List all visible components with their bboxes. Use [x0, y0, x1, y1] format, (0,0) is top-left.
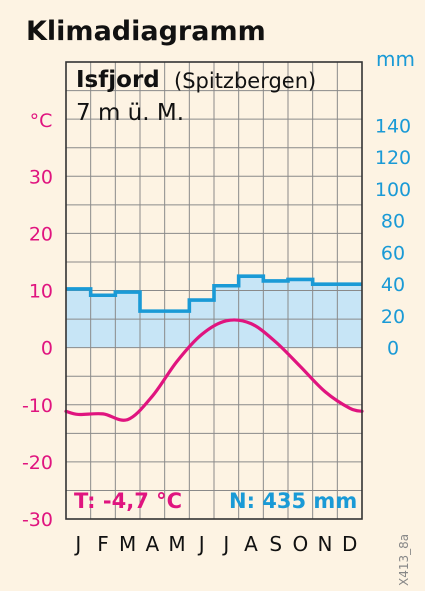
temperature-tick-label: -30: [22, 509, 53, 531]
precipitation-line: [66, 274, 362, 313]
month-tick-label: J: [221, 532, 229, 556]
precipitation-tick-label: 140: [375, 115, 411, 137]
temperature-tick-label: -10: [22, 395, 53, 417]
month-tick-label: S: [269, 532, 282, 556]
precipitation-tick-label: 20: [381, 306, 405, 328]
precipitation-tick-label: 120: [375, 147, 411, 169]
month-tick-label: J: [73, 532, 81, 556]
diagram-title: Klimadiagramm: [26, 16, 266, 47]
month-tick-label: M: [168, 532, 185, 556]
image-code: X413_8a: [397, 533, 411, 586]
month-tick-label: J: [197, 532, 205, 556]
precipitation-summary: N: 435 mm: [229, 489, 358, 513]
station-info-box: Isfjord (Spitzbergen) 7 m ü. M.: [66, 62, 328, 140]
station-region: (Spitzbergen): [174, 69, 317, 93]
month-tick-label: F: [97, 532, 109, 556]
month-tick-label: M: [119, 532, 136, 556]
month-tick-label: N: [318, 532, 333, 556]
precipitation-tick-label: 40: [381, 274, 405, 296]
temperature-tick-label: -20: [22, 452, 53, 474]
temperature-tick-label: 20: [29, 223, 53, 245]
plot-border: [65, 61, 363, 520]
month-tick-label: A: [244, 532, 258, 556]
month-tick-label: O: [292, 532, 308, 556]
month-tick-label: D: [342, 532, 357, 556]
precipitation-tick-label: 60: [381, 242, 405, 264]
temperature-line: [64, 318, 364, 422]
station-elevation: 7 m ü. M.: [76, 100, 185, 126]
temperature-tick-label: 10: [29, 281, 53, 303]
precipitation-unit-label: mm: [376, 47, 415, 71]
precipitation-tick-label: 80: [381, 211, 405, 233]
precipitation-tick-label: 100: [375, 179, 411, 201]
station-name: Isfjord: [76, 67, 160, 93]
temperature-tick-label: 0: [41, 338, 53, 360]
precipitation-line-layer: [66, 274, 362, 313]
temperature-layer: [64, 318, 364, 422]
temperature-unit-label: °C: [30, 110, 53, 132]
precipitation-tick-label: 0: [387, 338, 399, 360]
temperature-summary: T: -4,7 °C: [74, 489, 183, 513]
month-tick-label: A: [145, 532, 159, 556]
temperature-tick-label: 30: [29, 166, 53, 188]
